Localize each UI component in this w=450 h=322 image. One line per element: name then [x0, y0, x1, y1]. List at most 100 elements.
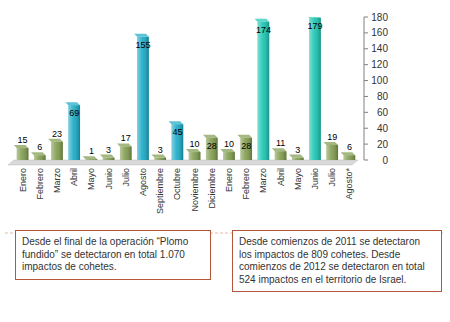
bar [240, 138, 252, 160]
bar [68, 105, 80, 160]
bar-group [100, 155, 115, 160]
data-label: 19 [327, 132, 337, 142]
y-tick [364, 112, 368, 113]
bar-group [169, 121, 184, 160]
data-label: 10 [224, 139, 234, 149]
data-label: 11 [276, 138, 285, 148]
bar [326, 145, 338, 160]
y-axis [364, 17, 365, 160]
y-tick [364, 48, 368, 49]
bar-shade [206, 138, 218, 160]
bar-shade [240, 138, 252, 160]
bar-shade [34, 155, 46, 160]
y-tick-label: 120 [371, 59, 388, 70]
bar-shade [51, 142, 63, 160]
bar-group [306, 17, 321, 160]
data-label: 45 [172, 127, 182, 137]
y-tick-label: 40 [377, 123, 389, 134]
y-tick-label: 0 [382, 155, 388, 166]
y-tick [364, 32, 368, 33]
bar-top [151, 155, 166, 158]
annotation: Desde comienzos de 2011 se detectaron lo… [232, 230, 442, 292]
bar-group [151, 155, 166, 160]
bar-group [31, 152, 46, 160]
data-label: 6 [347, 142, 352, 152]
bar-shade [344, 155, 356, 160]
y-tick [364, 144, 368, 145]
data-label: 17 [121, 133, 131, 143]
x-tick-label: Marzo [258, 168, 268, 193]
bar-group [186, 149, 201, 160]
y-tick-label: 20 [377, 139, 389, 150]
x-tick-label: Abril [69, 168, 79, 186]
y-tick [364, 17, 368, 18]
data-label: 179 [307, 21, 322, 31]
bar-top [134, 34, 149, 37]
x-tick-label: Julio [121, 168, 131, 187]
data-label: 155 [135, 40, 150, 50]
y-tick [364, 160, 368, 161]
bar-shade [258, 22, 270, 160]
x-tick-label: Febrero [35, 168, 45, 200]
bar-top [169, 121, 184, 124]
y-tick-label: 140 [371, 43, 388, 54]
bar-top [289, 155, 304, 158]
bar [206, 138, 218, 160]
bar-group [272, 148, 287, 160]
bar [34, 155, 46, 160]
bar-top [14, 145, 29, 148]
data-label: 28 [207, 141, 217, 151]
bar-shade [120, 146, 132, 160]
x-tick-label: Mayo [293, 168, 303, 190]
bar-shade [326, 145, 338, 160]
x-tick-label: Mayo [86, 168, 96, 190]
data-label: 3 [106, 145, 111, 155]
floor [8, 160, 358, 165]
bar [103, 158, 115, 160]
bar-shade [223, 152, 235, 160]
bar-group [65, 102, 80, 160]
bar [292, 158, 304, 160]
data-label: 28 [241, 141, 251, 151]
bar-top [306, 17, 321, 18]
x-tick-label: Diciembre [207, 168, 217, 209]
bar-group [255, 19, 270, 160]
y-tick-label: 80 [377, 91, 389, 102]
bar-group [220, 149, 235, 160]
x-tick-label: Agosto* [344, 168, 354, 200]
bar-shade [68, 105, 80, 160]
x-tick-label: Agosto [138, 168, 148, 196]
x-tick-label: Septiembre [155, 168, 165, 214]
bar-shade [275, 151, 287, 160]
bar [258, 22, 270, 160]
y-tick [364, 64, 368, 65]
data-label: 69 [69, 108, 79, 118]
bar [189, 152, 201, 160]
bar-top [186, 149, 201, 152]
bar-shade [154, 158, 166, 160]
bar-top [83, 156, 98, 159]
bar-shade [292, 158, 304, 160]
data-label: 15 [18, 135, 28, 145]
bars [14, 17, 355, 160]
y-tick [364, 128, 368, 129]
x-tick-label: Junio [310, 168, 320, 190]
x-tick-label: Octubre [172, 168, 182, 200]
x-tick-label: Noviembre [190, 168, 200, 212]
bar-top [31, 152, 46, 155]
x-tick-label: Enero [18, 168, 28, 192]
bar [51, 142, 63, 160]
bar-shade [189, 152, 201, 160]
bar-group [341, 152, 356, 160]
bar [154, 158, 166, 160]
bar [17, 148, 29, 160]
bar-group [14, 145, 29, 160]
bar-shade [309, 18, 321, 160]
data-label: 10 [190, 139, 200, 149]
data-label: 3 [295, 145, 300, 155]
bar-group [323, 142, 338, 160]
bar-top [65, 102, 80, 105]
x-tick-label: Abril [276, 168, 286, 186]
bar-group [83, 156, 98, 160]
data-label: 174 [256, 25, 271, 35]
